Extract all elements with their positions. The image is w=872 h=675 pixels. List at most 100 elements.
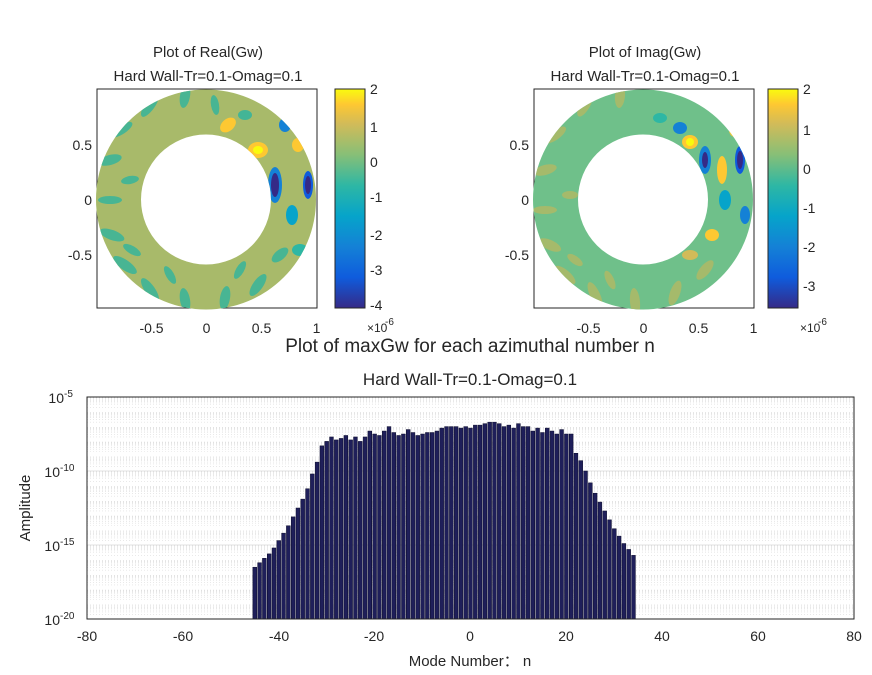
bar-mode-16 xyxy=(545,427,550,620)
bar-mode--29 xyxy=(329,436,334,620)
bar-mode-32 xyxy=(621,543,627,620)
bar-mode--34 xyxy=(305,488,310,620)
bar-mode--1 xyxy=(463,426,468,620)
bar-mode-22 xyxy=(573,452,579,620)
bar-mode--7 xyxy=(434,430,440,620)
bar-mode--6 xyxy=(439,427,444,620)
bar-mode-34 xyxy=(631,555,636,620)
bar-xtick: 80 xyxy=(846,628,862,644)
real-yticks: 0.5 0 -0.5 xyxy=(68,137,92,263)
real-plot-title: Plot of Real(Gw) xyxy=(153,44,263,61)
bar-mode-3 xyxy=(482,423,488,620)
real-ytick: -0.5 xyxy=(68,247,92,263)
bar-xtick: 20 xyxy=(558,628,574,644)
bar-xtick: 0 xyxy=(466,628,474,644)
bar-mode--38 xyxy=(286,525,291,620)
imag-xtick: 0 xyxy=(640,320,648,336)
bar-mode-31 xyxy=(616,535,622,620)
bar-mode--18 xyxy=(382,430,387,620)
bar-mode-11 xyxy=(521,426,526,620)
imag-ytick: -0.5 xyxy=(505,247,529,263)
bar-yticks: 10 -5 10 -10 10 -15 10 -20 xyxy=(44,389,74,628)
bar-ytick-exp: -20 xyxy=(60,611,75,622)
imag-ytick: 0 xyxy=(521,192,529,208)
bar-mode-10 xyxy=(516,423,521,620)
bar-ytick-exp: -5 xyxy=(64,389,73,400)
imag-ytick: 0.5 xyxy=(510,137,530,153)
bar-mode--20 xyxy=(372,433,377,620)
imag-plot-subtitle: Hard Wall-Tr=0.1-Omag=0.1 xyxy=(551,68,740,85)
imag-cbar-tick: -2 xyxy=(803,239,816,255)
real-cbar-tick: -2 xyxy=(370,227,383,243)
real-colorbar-scale xyxy=(334,88,366,309)
bar-marks xyxy=(252,421,636,620)
bar-mode--32 xyxy=(314,461,320,620)
imag-cbar-tick: -1 xyxy=(803,200,816,216)
real-plot-subtitle: Hard Wall-Tr=0.1-Omag=0.1 xyxy=(114,68,303,85)
bar-mode-9 xyxy=(511,427,516,620)
real-xtick: -0.5 xyxy=(139,320,163,336)
bar-mode-18 xyxy=(554,433,559,620)
maxgw-bar-chart: Plot of maxGw for each azimuthal number … xyxy=(17,336,862,670)
bar-mode--13 xyxy=(406,429,411,620)
real-xticks: -0.5 0 0.5 1 xyxy=(139,320,320,336)
bar-mode-27 xyxy=(597,501,603,620)
bar-mode--15 xyxy=(396,435,401,620)
bar-mode--42 xyxy=(266,553,272,620)
imag-yticks: 0.5 0 -0.5 xyxy=(505,137,529,263)
imag-xtick: 0.5 xyxy=(689,320,709,336)
bar-mode-7 xyxy=(501,426,507,620)
bar-xtick: -60 xyxy=(173,628,193,644)
bar-mode-5 xyxy=(492,421,497,620)
bar-mode-14 xyxy=(535,427,540,620)
bar-mode--3 xyxy=(453,426,459,620)
real-xtick: 0.5 xyxy=(252,320,272,336)
bar-ylabel: Amplitude xyxy=(17,475,34,542)
imag-cbar-exponent-base: ×10 xyxy=(800,321,821,335)
bar-mode--4 xyxy=(449,426,454,620)
bar-mode--41 xyxy=(271,547,277,620)
bar-mode--45 xyxy=(252,566,257,620)
bar-xtick: 40 xyxy=(654,628,670,644)
bar-mode--26 xyxy=(343,435,349,620)
bar-mode--16 xyxy=(391,432,396,620)
bar-ytick-exp: -10 xyxy=(60,463,75,474)
real-cbar-tick: -3 xyxy=(370,262,383,278)
bar-xtick: 60 xyxy=(750,628,766,644)
imag-plot-title: Plot of Imag(Gw) xyxy=(589,44,702,61)
bar-mode--9 xyxy=(425,432,430,620)
real-cbar-exponent-power: -6 xyxy=(385,317,394,328)
bar-mode--24 xyxy=(353,436,358,620)
bar-mode--40 xyxy=(276,540,281,620)
bar-mode-28 xyxy=(602,510,607,620)
bar-mode--8 xyxy=(429,432,435,620)
bar-ytick-base: 10 xyxy=(48,390,64,406)
bar-mode-30 xyxy=(612,528,617,620)
bar-mode-19 xyxy=(559,429,564,620)
bar-mode--36 xyxy=(295,507,301,620)
real-cbar-tick: -1 xyxy=(370,189,383,205)
bar-xtick: -20 xyxy=(364,628,384,644)
bar-mode-33 xyxy=(626,549,631,620)
bar-mode-1 xyxy=(473,424,478,620)
bar-mode--31 xyxy=(319,445,325,620)
bar-mode--28 xyxy=(334,439,339,620)
bar-mode--33 xyxy=(310,473,315,620)
imag-colorbar: 2 1 0 -1 -2 -3 ×10 -6 xyxy=(767,81,827,335)
imag-xticks: -0.5 0 0.5 1 xyxy=(576,320,757,336)
bar-mode-20 xyxy=(564,433,569,620)
bar-mode--10 xyxy=(420,433,425,620)
bar-mode--27 xyxy=(338,438,344,620)
real-cbar-tick: 1 xyxy=(370,119,378,135)
bar-mode--5 xyxy=(444,426,449,620)
bar-mode--37 xyxy=(290,516,296,620)
bar-mode--44 xyxy=(257,562,262,620)
bar-mode--21 xyxy=(367,430,372,620)
imag-xtick: 1 xyxy=(750,320,758,336)
imag-gw-plot: Plot of Imag(Gw) Hard Wall-Tr=0.1-Omag=0… xyxy=(505,44,827,336)
real-xtick: 1 xyxy=(313,320,321,336)
real-cbar-tick: 2 xyxy=(370,81,378,97)
bar-mode-29 xyxy=(607,519,612,620)
bar-mode-23 xyxy=(578,460,583,620)
